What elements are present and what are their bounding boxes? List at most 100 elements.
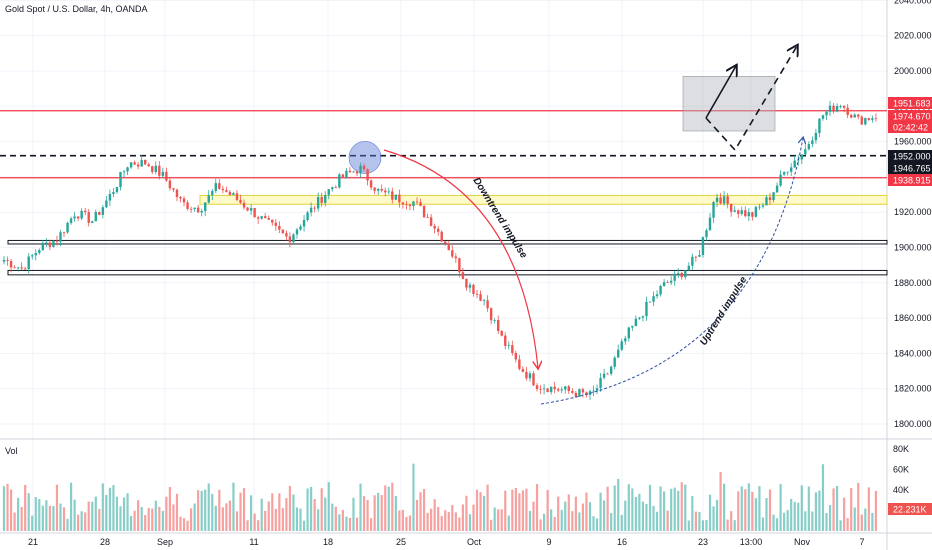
candle-body <box>641 316 645 318</box>
candle-body <box>23 268 27 270</box>
volume-bar <box>857 482 860 531</box>
candle-body <box>27 256 30 270</box>
volume-bar <box>606 486 609 531</box>
volume-bar <box>645 504 648 531</box>
volume-bar <box>6 483 9 531</box>
candle-body <box>451 250 454 257</box>
volume-bar <box>204 489 207 531</box>
candle-body <box>864 118 867 125</box>
candle-body <box>638 317 641 319</box>
candle-body <box>91 221 94 223</box>
volume-bar <box>437 507 440 531</box>
candle-body <box>405 204 408 206</box>
volume-bar <box>214 505 217 531</box>
candle-body <box>140 159 143 167</box>
candle-body <box>726 196 729 204</box>
candle-body <box>31 255 34 257</box>
volume-bar <box>451 505 454 531</box>
candle-body <box>857 114 860 117</box>
candle-body <box>454 256 458 259</box>
candle-body <box>80 210 83 219</box>
volume-bar <box>408 515 412 531</box>
volume-bar <box>186 520 189 531</box>
volume-bar <box>761 517 765 531</box>
candle-body <box>677 272 680 274</box>
candle-body <box>828 105 832 112</box>
candle-body <box>493 320 496 321</box>
candle-body <box>518 359 521 369</box>
candle-body <box>627 327 631 339</box>
chart-title: Gold Spot / U.S. Dollar, 4h, OANDA <box>5 4 148 14</box>
candle-body <box>136 164 140 167</box>
price-tag-label: 1974.670 <box>893 112 931 122</box>
volume-bar <box>87 501 90 531</box>
candle-body <box>193 207 196 210</box>
volume-bar <box>585 492 588 531</box>
volume-bar <box>468 514 472 531</box>
x-tick-label: 9 <box>546 537 551 547</box>
candle-body <box>758 206 761 208</box>
candle-body <box>825 111 828 116</box>
volume-bar <box>274 508 277 531</box>
candle-body <box>557 389 560 391</box>
candle-body <box>426 217 429 218</box>
candle-body <box>729 203 733 212</box>
candle-body <box>468 284 472 288</box>
volume-bar <box>373 495 376 531</box>
black-level-box <box>7 239 888 245</box>
candle-body <box>376 189 380 191</box>
volume-bar <box>419 492 422 531</box>
volume-bar <box>264 510 267 531</box>
candle-body <box>151 166 154 172</box>
volume-bar <box>239 492 242 531</box>
candle-body <box>288 236 292 243</box>
candle-body <box>846 107 849 116</box>
downtrend-arrow <box>383 149 538 368</box>
candle-body <box>45 242 48 244</box>
volume-bar <box>80 511 83 531</box>
candle-body <box>422 205 426 218</box>
volume-bar <box>588 502 592 531</box>
volume-bar <box>493 507 496 531</box>
candle-body <box>52 240 55 247</box>
price-tag <box>888 162 932 174</box>
candle-body <box>76 216 80 219</box>
volume-bar <box>542 513 546 531</box>
candle-body <box>235 193 239 200</box>
volume-bar <box>73 499 76 531</box>
volume-bar <box>617 478 620 531</box>
candle-body <box>835 106 839 112</box>
candle-body <box>715 197 719 203</box>
volume-bar <box>405 516 408 531</box>
volume-bar <box>324 497 327 531</box>
x-tick-label: 18 <box>323 537 333 547</box>
price-tag <box>888 110 932 122</box>
candle-body <box>680 272 683 278</box>
candle-body <box>620 341 623 350</box>
volume-bar <box>310 486 313 531</box>
volume-bar <box>112 485 115 531</box>
candle-body <box>444 241 447 244</box>
volume-bar <box>567 494 570 531</box>
volume-bar <box>235 511 239 531</box>
candle-body <box>761 205 765 207</box>
candle-body <box>564 386 567 390</box>
price-tag-label: 1951.683 <box>893 99 931 109</box>
price-tag <box>888 174 932 186</box>
volume-bar <box>687 520 690 531</box>
volume-bar <box>775 518 779 531</box>
candle-body <box>73 216 76 219</box>
candle-body <box>161 171 165 176</box>
candle-body <box>719 197 722 204</box>
volume-bar <box>550 509 553 531</box>
volume-bar <box>232 482 235 531</box>
candle-body <box>369 180 373 188</box>
candle-body <box>62 232 66 234</box>
volume-bar <box>320 488 323 531</box>
candle-body <box>345 170 348 177</box>
candle-body <box>440 231 443 242</box>
candle-body <box>666 282 669 283</box>
volume-bar <box>853 507 856 531</box>
volume-bar <box>850 487 853 531</box>
